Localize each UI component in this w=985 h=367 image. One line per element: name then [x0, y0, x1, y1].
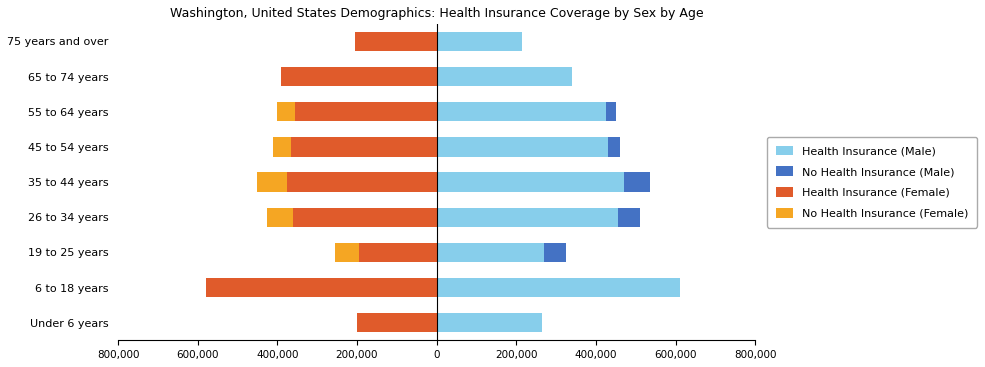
- Bar: [296, 102, 436, 121]
- Bar: [267, 208, 294, 227]
- Bar: [278, 102, 296, 121]
- Bar: [282, 67, 436, 86]
- Bar: [544, 243, 566, 262]
- Bar: [608, 137, 620, 157]
- Bar: [436, 137, 608, 157]
- Bar: [618, 208, 639, 227]
- Bar: [274, 137, 292, 157]
- Bar: [257, 172, 288, 192]
- Bar: [606, 102, 616, 121]
- Bar: [436, 172, 624, 192]
- Bar: [357, 313, 436, 333]
- Bar: [294, 208, 436, 227]
- Bar: [359, 243, 436, 262]
- Bar: [436, 243, 544, 262]
- Bar: [436, 32, 522, 51]
- Bar: [436, 67, 572, 86]
- Bar: [436, 208, 618, 227]
- Bar: [292, 137, 436, 157]
- Bar: [206, 278, 436, 297]
- Bar: [624, 172, 650, 192]
- Bar: [436, 313, 542, 333]
- Bar: [436, 278, 680, 297]
- Title: Washington, United States Demographics: Health Insurance Coverage by Sex by Age: Washington, United States Demographics: …: [169, 7, 703, 20]
- Bar: [436, 102, 606, 121]
- Legend: Health Insurance (Male), No Health Insurance (Male), Health Insurance (Female), : Health Insurance (Male), No Health Insur…: [767, 137, 977, 228]
- Bar: [355, 32, 436, 51]
- Bar: [288, 172, 436, 192]
- Bar: [335, 243, 359, 262]
